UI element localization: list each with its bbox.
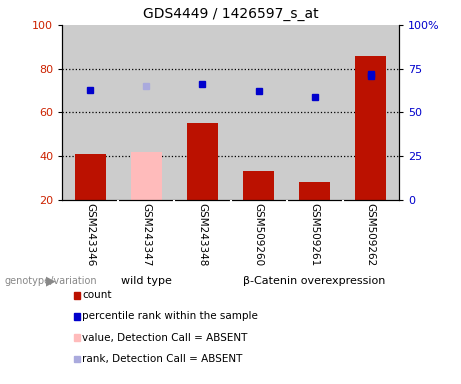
Text: GSM509261: GSM509261 xyxy=(310,203,319,266)
Bar xyxy=(243,171,274,200)
Text: GSM509262: GSM509262 xyxy=(366,203,376,266)
Bar xyxy=(174,25,230,200)
Text: count: count xyxy=(82,290,112,300)
Text: ▶: ▶ xyxy=(46,275,55,288)
Bar xyxy=(230,25,287,200)
Bar xyxy=(118,25,174,200)
Text: GSM243347: GSM243347 xyxy=(142,203,151,266)
Bar xyxy=(62,25,118,200)
Text: wild type: wild type xyxy=(121,276,172,286)
Text: GSM509260: GSM509260 xyxy=(254,203,264,266)
Bar xyxy=(287,25,343,200)
Text: percentile rank within the sample: percentile rank within the sample xyxy=(82,311,258,321)
Text: GSM243346: GSM243346 xyxy=(85,203,95,266)
Text: rank, Detection Call = ABSENT: rank, Detection Call = ABSENT xyxy=(82,354,242,364)
Bar xyxy=(75,154,106,200)
Bar xyxy=(131,152,162,200)
Text: GSM243348: GSM243348 xyxy=(197,203,207,266)
Bar xyxy=(187,123,218,200)
Bar xyxy=(299,182,330,200)
Bar xyxy=(355,56,386,200)
Text: genotype/variation: genotype/variation xyxy=(5,276,97,286)
Text: β-Catenin overexpression: β-Catenin overexpression xyxy=(243,276,386,286)
Text: value, Detection Call = ABSENT: value, Detection Call = ABSENT xyxy=(82,333,248,343)
Bar xyxy=(343,25,399,200)
Title: GDS4449 / 1426597_s_at: GDS4449 / 1426597_s_at xyxy=(143,7,318,21)
